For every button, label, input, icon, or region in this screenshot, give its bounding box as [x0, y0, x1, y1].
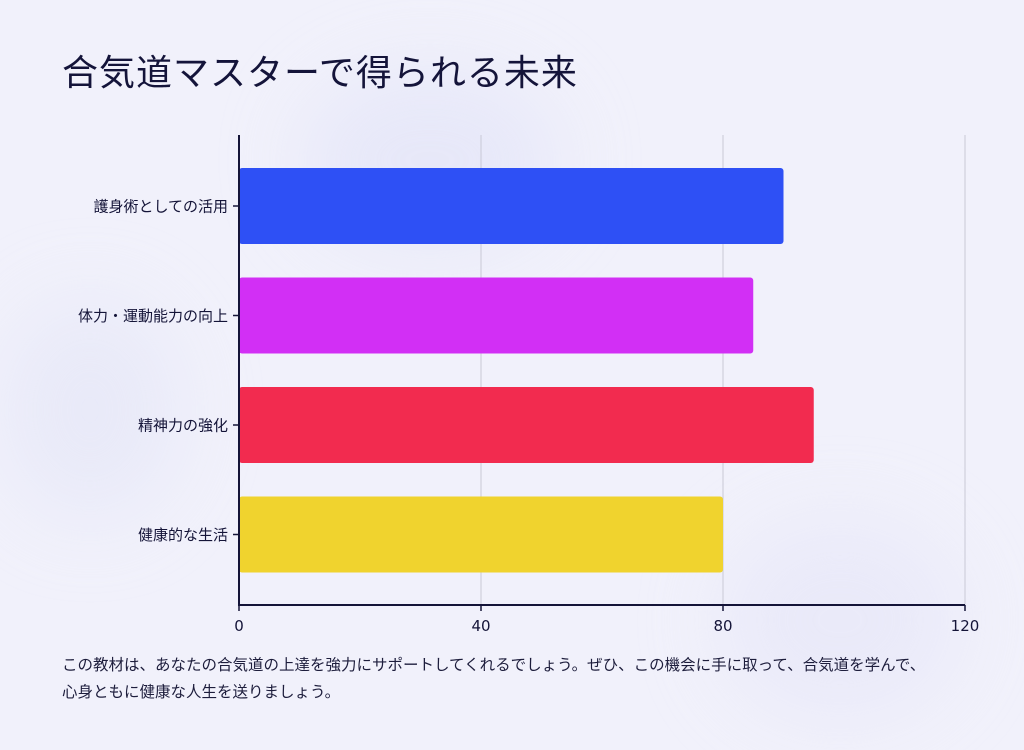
category-label: 健康的な生活	[138, 526, 228, 544]
x-tick-label: 40	[471, 617, 490, 635]
description-caption: この教材は、あなたの合気道の上達を強力にサポートしてくれるでしょう。ぜひ、この機…	[62, 652, 982, 706]
background-glow	[0, 300, 180, 520]
caption-line-1: この教材は、あなたの合気道の上達を強力にサポートしてくれるでしょう。ぜひ、この機…	[62, 656, 926, 674]
x-tick-label: 120	[951, 617, 980, 635]
bar	[239, 496, 723, 573]
bar	[239, 277, 754, 354]
page-title: 合気道マスターで得られる未来	[62, 53, 578, 94]
background-glow	[720, 520, 960, 720]
bars	[239, 168, 814, 573]
caption-line-2: 心身ともに健康な人生を送りましょう。	[62, 683, 341, 701]
category-label: 護身術としての活用	[93, 198, 228, 216]
bar	[239, 168, 784, 244]
axes	[233, 135, 966, 611]
x-tick-label: 80	[713, 617, 732, 635]
x-tick-label: 0	[234, 617, 244, 635]
category-label: 体力・運動能力の向上	[78, 307, 228, 325]
bar	[239, 387, 814, 463]
category-label: 精神力の強化	[138, 417, 228, 435]
